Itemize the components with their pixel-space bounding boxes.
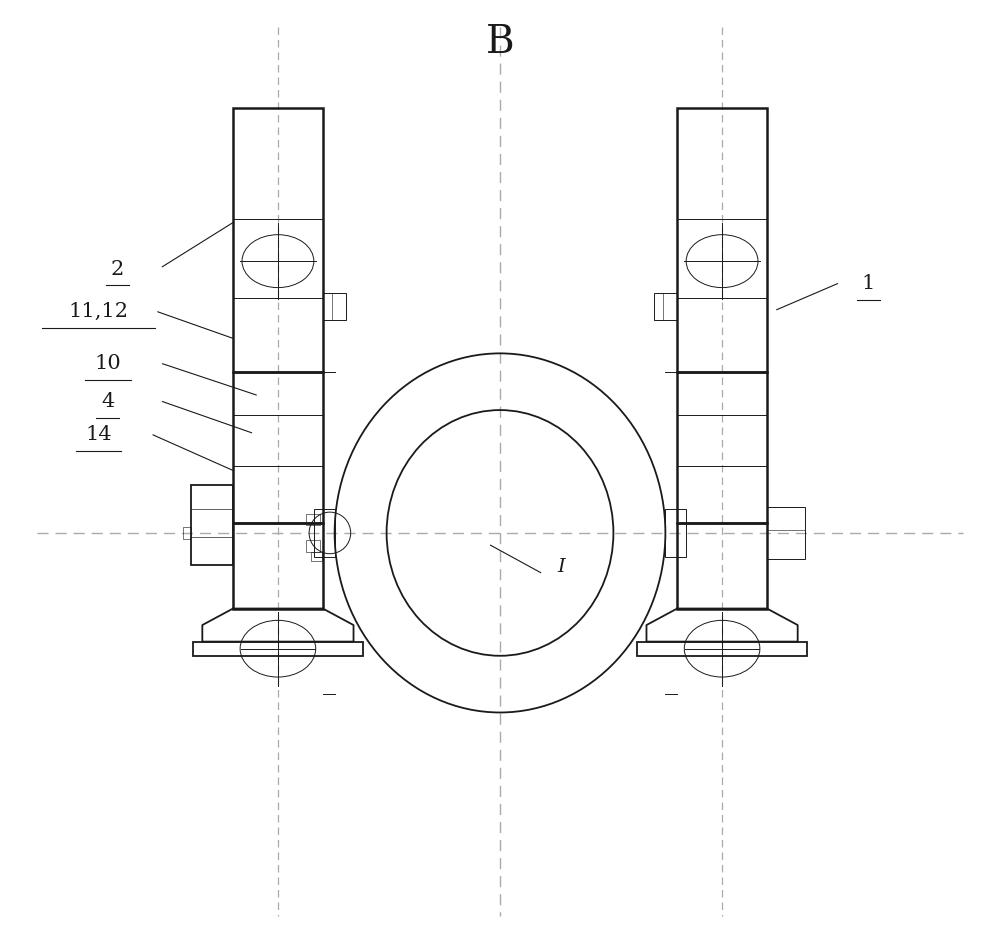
Text: 4: 4	[101, 392, 114, 411]
Bar	[311, 552, 322, 562]
Bar	[191, 485, 233, 565]
Text: 11,12: 11,12	[68, 302, 128, 321]
Bar	[323, 295, 346, 321]
Bar	[306, 514, 320, 526]
Bar	[677, 373, 767, 524]
Text: 10: 10	[94, 354, 121, 373]
Bar	[233, 373, 323, 524]
Text: 1: 1	[862, 274, 875, 293]
Bar	[665, 510, 686, 557]
Bar	[314, 510, 335, 557]
Text: 14: 14	[85, 425, 112, 444]
Bar	[637, 642, 807, 656]
Text: B: B	[486, 24, 514, 61]
Bar	[767, 508, 805, 559]
Bar	[233, 109, 323, 373]
Bar	[306, 541, 320, 552]
Bar	[183, 528, 191, 539]
Bar	[233, 524, 323, 609]
Bar	[677, 524, 767, 609]
Bar	[193, 642, 363, 656]
Text: I: I	[558, 557, 565, 576]
Bar	[677, 109, 767, 373]
Text: 2: 2	[111, 260, 124, 278]
Bar	[654, 295, 677, 321]
